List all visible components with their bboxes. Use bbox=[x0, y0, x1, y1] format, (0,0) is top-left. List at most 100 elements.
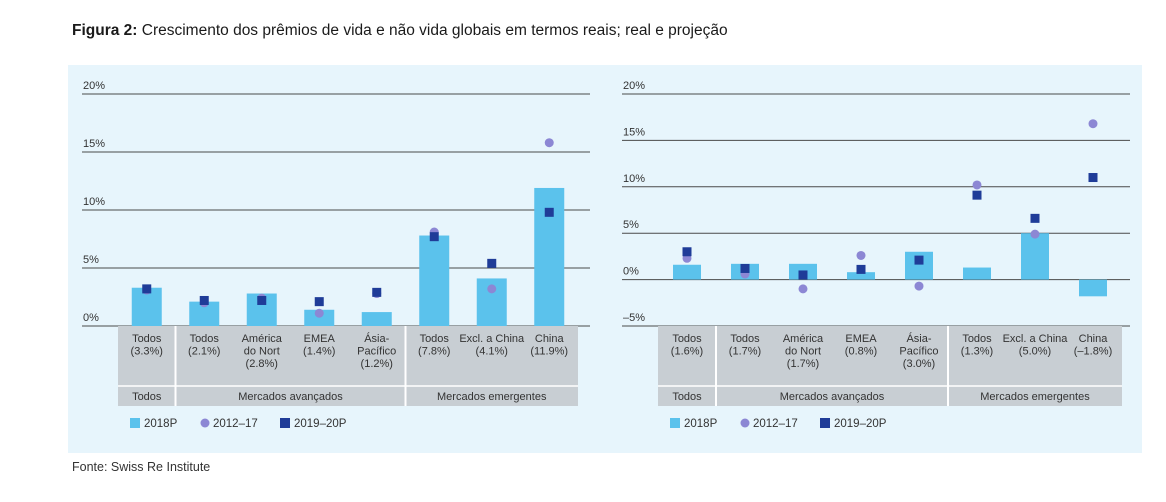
bar-2018p bbox=[419, 235, 450, 326]
y-tick-label: 5% bbox=[83, 254, 99, 266]
marker-2019-20p bbox=[199, 295, 209, 305]
bar-2018p bbox=[304, 309, 335, 326]
marker-2012-17 bbox=[914, 281, 924, 291]
bar-2018p bbox=[963, 267, 991, 280]
category-label: Todos bbox=[132, 333, 162, 345]
marker-2019-20p bbox=[544, 207, 554, 217]
marker-2019-20p bbox=[972, 190, 982, 200]
category-label: Ásia- bbox=[364, 332, 389, 345]
bar-2018p bbox=[673, 264, 701, 280]
category-label: Excl. a China bbox=[1003, 333, 1069, 345]
marker-2019-20p bbox=[257, 295, 267, 305]
category-label: (5.0%) bbox=[1019, 346, 1051, 358]
marker-2019-20p bbox=[1030, 213, 1040, 223]
category-label: (1.2%) bbox=[361, 358, 393, 370]
group-label: Todos bbox=[672, 391, 702, 403]
bar-2018p bbox=[847, 272, 875, 280]
category-label: (1.7%) bbox=[787, 358, 819, 370]
marker-2019-20p bbox=[740, 263, 750, 273]
category-label: China bbox=[1079, 333, 1109, 345]
category-label: Pacífico bbox=[899, 346, 938, 358]
chart-right: –5% 0% 5% 10% 15% 20% Todos Mercados avançados M… bbox=[622, 80, 1130, 430]
category-label: (2.1%) bbox=[188, 346, 220, 358]
marker-2019-20p bbox=[682, 247, 692, 257]
category-label: EMEA bbox=[304, 333, 336, 345]
category-label: Todos bbox=[962, 333, 992, 345]
category-label: Todos bbox=[730, 333, 760, 345]
marker-2019-20p bbox=[429, 232, 439, 242]
category-label: (1.4%) bbox=[303, 346, 335, 358]
legend-label: 2012–17 bbox=[753, 418, 798, 430]
category-label: do Nort bbox=[244, 346, 280, 358]
category-label: (2.8%) bbox=[246, 358, 278, 370]
category-label: EMEA bbox=[845, 333, 877, 345]
bar-2018p bbox=[1021, 233, 1049, 280]
category-label: Pacífico bbox=[357, 346, 396, 358]
category-label: (3.3%) bbox=[131, 346, 163, 358]
category-label: (1.6%) bbox=[671, 346, 703, 358]
y-tick-label: 10% bbox=[83, 196, 105, 208]
category-label: (4.1%) bbox=[476, 346, 508, 358]
group-label: Mercados emergentes bbox=[980, 391, 1090, 403]
marker-2012-17 bbox=[972, 180, 982, 190]
marker-2019-20p bbox=[914, 255, 924, 265]
category-label: (1.7%) bbox=[729, 346, 761, 358]
marker-2012-17 bbox=[856, 250, 866, 260]
marker-2019-20p bbox=[798, 270, 808, 280]
legend-swatch-2012-17 bbox=[200, 418, 210, 428]
category-label: América bbox=[242, 333, 283, 345]
figure-title: Figura 2: Crescimento dos prêmios de vid… bbox=[72, 22, 728, 40]
y-tick-label: 15% bbox=[623, 126, 645, 138]
y-tick-label: 20% bbox=[623, 80, 645, 92]
category-label: (7.8%) bbox=[418, 346, 450, 358]
figure-title-text: Crescimento dos prêmios de vida e não vi… bbox=[141, 22, 728, 39]
category-label: Ásia- bbox=[906, 332, 931, 345]
category-label: (11.9%) bbox=[530, 346, 568, 358]
marker-2012-17 bbox=[798, 284, 808, 294]
figure-label: Figura 2: bbox=[72, 22, 138, 39]
marker-2019-20p bbox=[1088, 173, 1098, 183]
bar-2018p bbox=[1079, 279, 1107, 297]
category-label: Todos bbox=[672, 333, 702, 345]
legend-swatch-2012-17 bbox=[740, 418, 750, 428]
legend-label: 2018P bbox=[144, 418, 178, 430]
legend-swatch-2019-20p bbox=[820, 418, 830, 428]
marker-2012-17 bbox=[314, 308, 324, 318]
group-label: Mercados emergentes bbox=[437, 391, 547, 403]
category-band bbox=[658, 326, 1122, 406]
group-label: Mercados avançados bbox=[780, 391, 885, 403]
legend-swatch-2018p bbox=[130, 418, 140, 428]
group-label: Mercados avançados bbox=[238, 391, 343, 403]
y-tick-label: 10% bbox=[623, 173, 645, 185]
marker-2012-17 bbox=[1088, 119, 1098, 129]
legend-label: 2012–17 bbox=[213, 418, 258, 430]
legend-swatch-2018p bbox=[670, 418, 680, 428]
category-label: Todos bbox=[420, 333, 450, 345]
marker-2012-17 bbox=[1030, 229, 1040, 239]
y-tick-label: 15% bbox=[83, 138, 105, 150]
legend-label: 2019–20P bbox=[834, 418, 887, 430]
marker-2019-20p bbox=[856, 264, 866, 274]
marker-2012-17 bbox=[487, 284, 497, 294]
category-label: (1.3%) bbox=[961, 346, 993, 358]
marker-2019-20p bbox=[142, 284, 152, 294]
y-tick-label: –5% bbox=[623, 312, 645, 324]
marker-2012-17 bbox=[544, 138, 554, 148]
legend-label: 2019–20P bbox=[294, 418, 347, 430]
category-label: Excl. a China bbox=[459, 333, 525, 345]
legend-swatch-2019-20p bbox=[280, 418, 290, 428]
legend-label: 2018P bbox=[684, 418, 718, 430]
category-label: Todos bbox=[190, 333, 220, 345]
group-label: Todos bbox=[132, 391, 162, 403]
category-label: América bbox=[783, 333, 824, 345]
marker-2019-20p bbox=[487, 258, 497, 268]
source-note: Fonte: Swiss Re Institute bbox=[72, 460, 211, 474]
category-label: China bbox=[535, 333, 565, 345]
category-label: do Nort bbox=[785, 346, 821, 358]
y-tick-label: 5% bbox=[623, 219, 639, 231]
chart-left: 0% 5% 10% 15% 20% Todos Mercados avançados Merc… bbox=[82, 80, 590, 430]
marker-2019-20p bbox=[372, 287, 382, 297]
y-tick-label: 0% bbox=[83, 312, 99, 324]
bar-2018p bbox=[361, 312, 392, 326]
